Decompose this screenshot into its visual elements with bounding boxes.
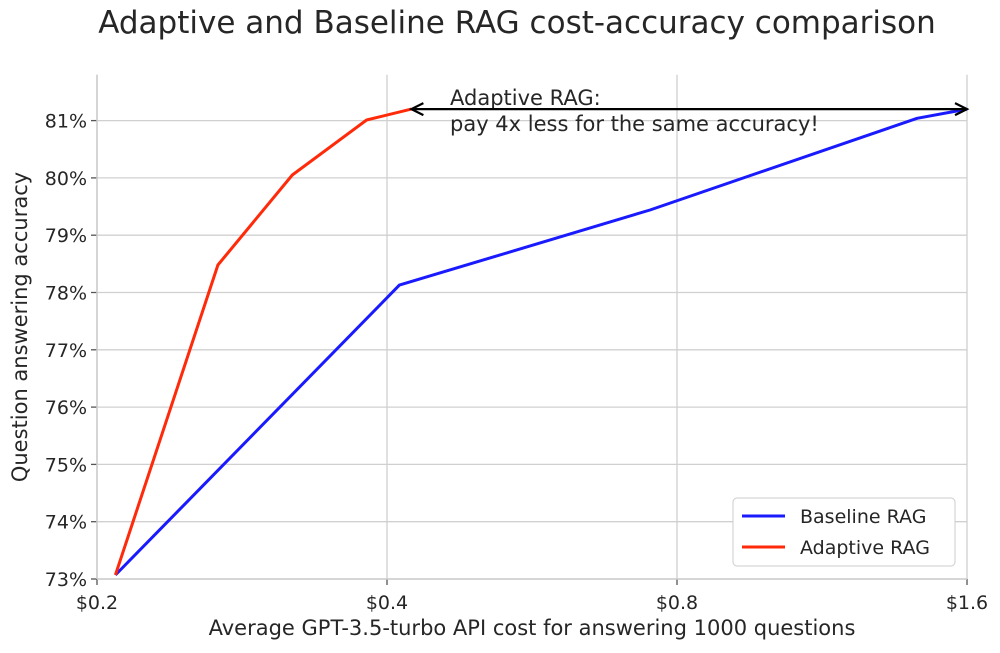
y-tick-label: 77% [45, 340, 87, 362]
x-tick-label: $0.4 [366, 592, 408, 614]
y-tick-label: 81% [45, 111, 87, 133]
annotation: Adaptive RAG: pay 4x less for the same a… [408, 86, 970, 136]
series-line-adaptive-rag [113, 107, 412, 576]
annotation-line-1: Adaptive RAG: [450, 86, 601, 110]
y-tick-label: 79% [45, 225, 87, 247]
x-tick-label: $0.2 [76, 592, 118, 614]
chart-title: Adaptive and Baseline RAG cost-accuracy … [98, 5, 936, 41]
x-axis-label: Average GPT-3.5-turbo API cost for answe… [209, 616, 856, 640]
series-lines [113, 107, 968, 577]
legend-box [732, 497, 956, 567]
annotation-line-2: pay 4x less for the same accuracy! [450, 112, 819, 136]
y-tick-label: 76% [45, 397, 87, 419]
y-tick-label: 75% [45, 454, 87, 476]
series-line-baseline-rag [114, 107, 968, 577]
arrowhead-right-icon [954, 102, 970, 117]
grid [96, 74, 968, 580]
axes: 73% 74% 75% 76% 77% 78% 79% 80% 81% $0.2 $0.4 $0.8 $… [45, 74, 988, 614]
y-axis-label: Question answering accuracy [8, 172, 32, 482]
y-tick-label: 80% [45, 168, 87, 190]
y-tick-label: 74% [45, 512, 87, 534]
x-tick-label: $1.6 [946, 592, 988, 614]
y-tick-label: 73% [45, 569, 87, 591]
y-tick-label: 78% [45, 283, 87, 305]
legend: Baseline RAG Adaptive RAG [732, 497, 956, 567]
arrowhead-left-icon [408, 102, 424, 117]
legend-label-adaptive: Adaptive RAG [800, 537, 930, 559]
legend-label-baseline: Baseline RAG [800, 506, 926, 528]
x-tick-label: $0.8 [656, 592, 698, 614]
